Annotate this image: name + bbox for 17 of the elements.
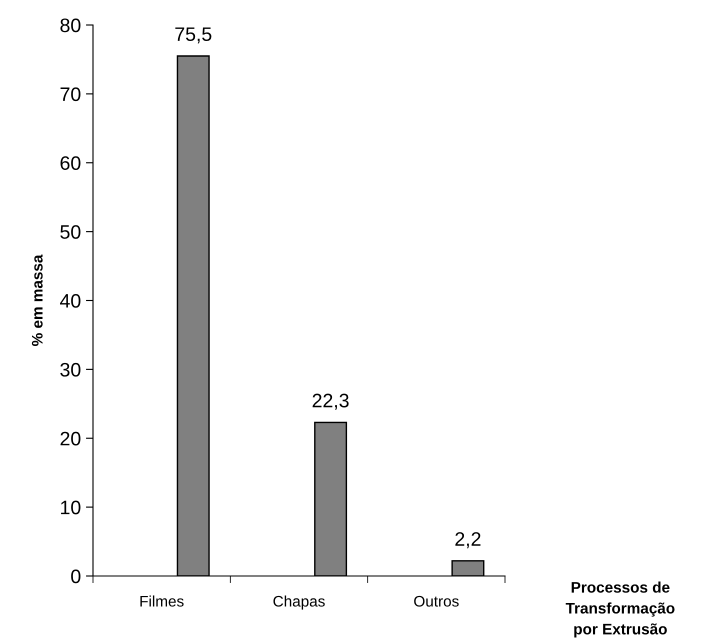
x-tick-label: Outros: [414, 596, 459, 607]
y-tick-label: 10: [61, 500, 80, 514]
y-axis-title: % em massa: [32, 254, 43, 346]
y-tick-label: 60: [60, 156, 80, 170]
data-label: 22,3: [312, 394, 349, 410]
x-tick-label: Chapas: [273, 595, 325, 610]
x-axis-title: Processos de Transformação por Extrusão: [566, 582, 675, 638]
y-tick-label: 70: [60, 87, 80, 102]
data-label: 2,2: [455, 532, 480, 548]
y-tick-label: 20: [60, 432, 80, 446]
x-tick-label: Filmes: [140, 595, 184, 607]
y-tick-label: 40: [60, 294, 80, 308]
y-tick-label: 80: [60, 18, 80, 32]
y-tick-label: 30: [60, 362, 80, 377]
y-tick-label: 0: [71, 569, 80, 584]
data-label: 75,5: [175, 27, 212, 44]
y-tick-label: 50: [60, 225, 80, 239]
